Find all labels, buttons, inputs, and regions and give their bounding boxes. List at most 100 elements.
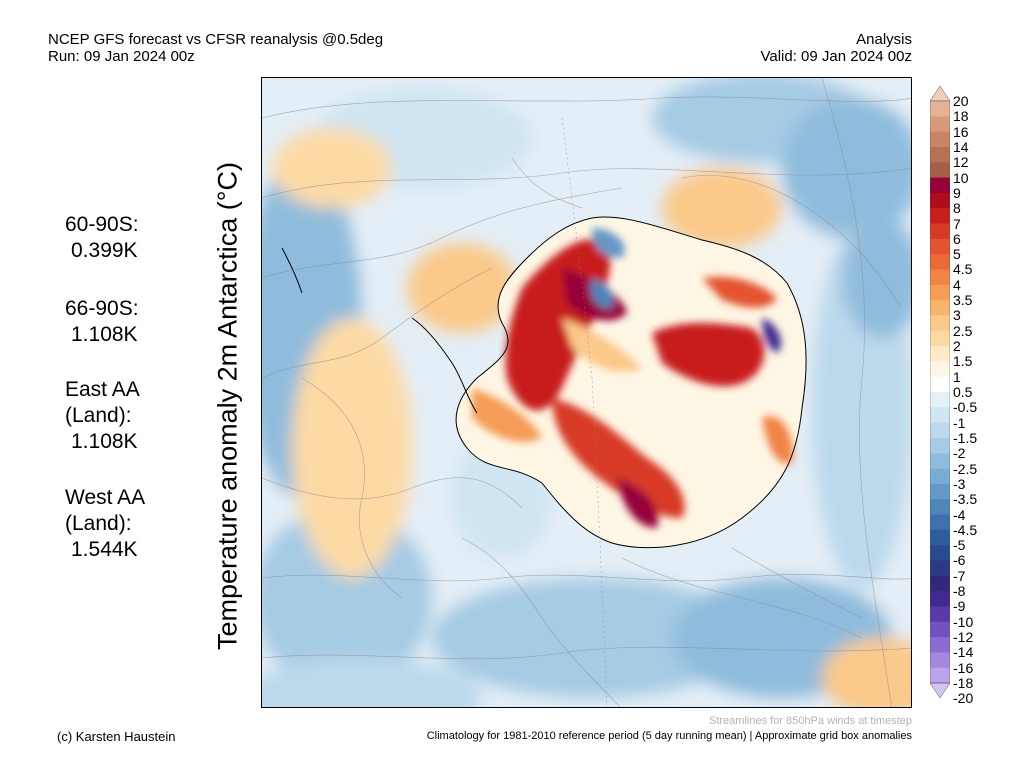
colorbar-bin <box>930 514 950 531</box>
colorbar-bin <box>930 575 950 592</box>
colorbar-bin <box>930 407 950 424</box>
colorbar-bin <box>930 560 950 577</box>
colorbar-bin <box>930 529 950 546</box>
colorbar-label: -20 <box>953 690 974 707</box>
stat-value: 1.108K <box>71 323 138 346</box>
colorbar-label: 0.5 <box>953 384 973 400</box>
analysis-label: Analysis <box>856 31 912 48</box>
south-america-coastline <box>281 247 303 294</box>
colorbar-label: 3.5 <box>953 292 973 309</box>
wind-streamlines <box>262 78 911 707</box>
colorbar-label: 9 <box>953 184 961 201</box>
colorbar-label: -14 <box>953 644 974 661</box>
colorbar-label: 8 <box>953 200 961 217</box>
colorbar-label: 7 <box>953 215 961 232</box>
antarctic-coastline <box>455 216 807 549</box>
colorbar-bin <box>930 376 950 393</box>
colorbar-bin <box>930 483 950 500</box>
colorbar-label: 5 <box>953 246 961 263</box>
colorbar-bin <box>930 468 950 485</box>
colorbar-label: -18 <box>953 675 974 691</box>
colorbar-bin <box>930 545 950 561</box>
colorbar-label: -0.5 <box>953 399 978 416</box>
stat-value: 0.399K <box>71 239 138 262</box>
colorbar-label: 20 <box>953 93 969 109</box>
colorbar-bin <box>930 392 950 408</box>
colorbar-bin <box>930 131 950 148</box>
ocean-anomaly-field <box>262 78 911 707</box>
stat-label: West AA <box>65 486 146 509</box>
stat-label: East AA <box>65 378 140 401</box>
stat-value: 1.108K <box>71 430 138 453</box>
stat-60-90s: 60-90S: 0.399K <box>65 212 139 264</box>
colorbar-top-cap <box>929 85 951 102</box>
stat-label-2: (Land): <box>65 404 132 427</box>
colorbar-label: -3 <box>953 475 966 492</box>
colorbar-label: -4 <box>953 506 966 523</box>
colorbar-svg <box>929 85 951 699</box>
colorbar-bin <box>930 101 950 117</box>
anomaly-map <box>261 77 912 708</box>
map-ylabel: Temperature anomaly 2m Antarctica (°C) <box>212 162 243 650</box>
colorbar-bin <box>930 361 950 378</box>
colorbar-bin <box>930 254 950 270</box>
colorbar-bin <box>930 422 950 439</box>
credit-text: (c) Karsten Haustein <box>57 729 176 744</box>
stat-west-aa: West AA (Land): 1.544K <box>65 485 145 563</box>
stat-label: 66-90S: <box>65 297 139 320</box>
colorbar-label: -9 <box>953 598 966 615</box>
colorbar-label: -12 <box>953 629 974 646</box>
colorbar-bin <box>930 192 950 209</box>
colorbar-label: 3 <box>953 307 961 324</box>
colorbar-label: -6 <box>953 552 966 569</box>
colorbar-bin <box>930 591 950 607</box>
stat-value: 1.544K <box>71 538 138 561</box>
colorbar-label: -4.5 <box>953 521 978 538</box>
run-time: Run: 09 Jan 2024 00z <box>48 48 195 65</box>
colorbar-bin <box>930 208 950 225</box>
colorbar-label: -1.5 <box>953 429 978 446</box>
climatology-note: Climatology for 1981-2010 reference peri… <box>426 730 912 742</box>
colorbar-label: 2 <box>953 338 961 355</box>
colorbar-bin <box>930 499 950 516</box>
colorbar-bin <box>930 637 950 653</box>
colorbar-label: 10 <box>953 169 969 186</box>
colorbar-label: -2 <box>953 445 966 462</box>
colorbar-label: -7 <box>953 567 966 584</box>
colorbar-label: -16 <box>953 659 974 676</box>
colorbar-label: 6 <box>953 230 961 247</box>
colorbar-label: -10 <box>953 613 974 630</box>
colorbar-label: 4 <box>953 276 961 293</box>
anomaly-map-svg <box>262 78 911 707</box>
stat-label-2: (Land): <box>65 512 132 535</box>
colorbar <box>929 85 951 699</box>
title-line-1: NCEP GFS forecast vs CFSR reanalysis @0.… <box>48 31 384 48</box>
streamline-note: Streamlines for 850hPa winds at timestep <box>709 715 912 727</box>
colorbar-bin <box>930 284 950 301</box>
colorbar-bin <box>930 315 950 332</box>
stat-east-aa: East AA (Land): 1.108K <box>65 377 140 455</box>
colorbar-label: 16 <box>953 123 969 140</box>
colorbar-label: 1.5 <box>953 353 973 370</box>
valid-time: Valid: 09 Jan 2024 00z <box>760 48 912 65</box>
colorbar-bin <box>930 330 950 347</box>
colorbar-bin <box>930 162 950 179</box>
colorbar-bin <box>930 223 950 240</box>
colorbar-bin <box>930 606 950 623</box>
colorbar-label: 18 <box>953 108 969 125</box>
colorbar-bin <box>930 437 950 454</box>
peninsula-coastline <box>411 317 478 414</box>
colorbar-bin <box>930 116 950 133</box>
colorbar-bin <box>930 346 950 362</box>
stat-label: 60-90S: <box>65 213 139 236</box>
colorbar-label: 14 <box>953 138 969 155</box>
colorbar-bin <box>930 300 950 316</box>
colorbar-label: 4.5 <box>953 261 973 278</box>
continent-anomaly-field <box>472 228 793 528</box>
colorbar-bin <box>930 453 950 470</box>
colorbar-bin <box>930 146 950 163</box>
colorbar-label: 12 <box>953 154 969 171</box>
colorbar-bottom-cap <box>929 682 951 699</box>
colorbar-label: -2.5 <box>953 460 978 477</box>
colorbar-bin <box>930 177 950 194</box>
